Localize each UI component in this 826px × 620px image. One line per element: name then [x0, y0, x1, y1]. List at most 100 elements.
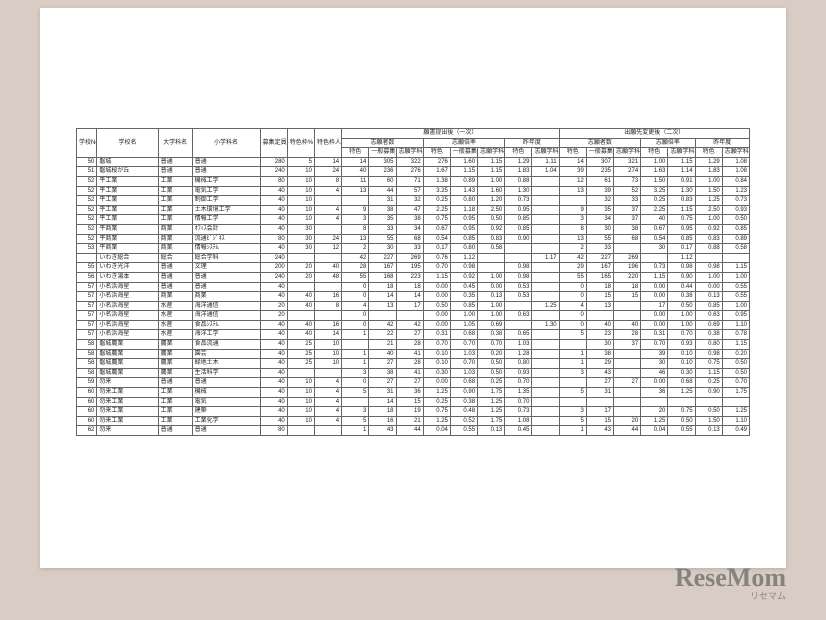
cell-pct: 5 — [287, 157, 314, 167]
cell-f1: 0.90 — [695, 388, 722, 398]
cell-d2: 15 — [586, 416, 613, 426]
cell-c1 — [505, 253, 532, 263]
cell-major: 普通 — [158, 282, 192, 292]
cell-school: 小名浜海星 — [97, 282, 158, 292]
cell-cap: 240 — [260, 272, 287, 282]
cell-no: 60 — [77, 416, 97, 426]
cell-cnt — [314, 311, 341, 321]
cell-b1: 1.67 — [423, 167, 450, 177]
cell-cap: 40 — [260, 320, 287, 330]
cell-no: 52 — [77, 186, 97, 196]
cell-e2: 1.15 — [668, 205, 695, 215]
cell-b3: 0.00 — [478, 282, 505, 292]
table-row: 52平工業工業電気工学401041344573.251.431.601.3013… — [77, 186, 750, 196]
cell-c1: 0.95 — [505, 205, 532, 215]
cell-pct: 10 — [287, 196, 314, 206]
cell-b2: 0.85 — [450, 234, 477, 244]
cell-b3 — [478, 253, 505, 263]
cell-c2 — [532, 186, 559, 196]
cell-d2: 165 — [586, 272, 613, 282]
cell-e1: 0.54 — [641, 234, 668, 244]
cell-a3: 28 — [396, 340, 423, 350]
cell-f2: 1.23 — [722, 186, 749, 196]
cell-major: 総合 — [158, 253, 192, 263]
cell-no: 55 — [77, 263, 97, 273]
cell-e1 — [641, 397, 668, 407]
cell-b1: 0.04 — [423, 426, 450, 436]
cell-a2: 236 — [369, 167, 396, 177]
cell-d2: 38 — [586, 349, 613, 359]
cell-e1: 0.00 — [641, 292, 668, 302]
cell-no: 57 — [77, 282, 97, 292]
cell-e2: 0.50 — [668, 301, 695, 311]
cell-d3: 15 — [614, 292, 641, 302]
cell-a3: 57 — [396, 186, 423, 196]
cell-c1: 0.65 — [505, 330, 532, 340]
cell-f1: 1.00 — [695, 215, 722, 225]
cell-major: 普通 — [158, 272, 192, 282]
cell-d1: 42 — [559, 253, 586, 263]
hdr-applicants1: 志願者数 — [342, 138, 424, 148]
cell-cap: 40 — [260, 349, 287, 359]
cell-no: 53 — [77, 244, 97, 254]
hdr-school-name: 学校名 — [97, 129, 158, 158]
cell-major: 工業 — [158, 388, 192, 398]
cell-sub: 電気工学 — [192, 186, 260, 196]
cell-no: 52 — [77, 196, 97, 206]
cell-b3: 0.13 — [478, 292, 505, 302]
cell-e2: 0.50 — [668, 416, 695, 426]
cell-d2: 35 — [586, 205, 613, 215]
cell-cap: 20 — [260, 301, 287, 311]
cell-c1: 0.98 — [505, 263, 532, 273]
cell-b1: 0.00 — [423, 292, 450, 302]
cell-c2 — [532, 388, 559, 398]
cell-major: 工業 — [158, 176, 192, 186]
cell-a3: 34 — [396, 224, 423, 234]
cell-b1: 1.25 — [423, 416, 450, 426]
cell-b3: 1.15 — [478, 167, 505, 177]
table-row: 60勿来工業工業建築40104318190.750.481.250.733172… — [77, 407, 750, 417]
cell-d3: 321 — [614, 157, 641, 167]
cell-a3: 27 — [396, 330, 423, 340]
cell-c2 — [532, 292, 559, 302]
cell-e1: 1.15 — [641, 272, 668, 282]
cell-d3 — [614, 349, 641, 359]
cell-major: 商業 — [158, 292, 192, 302]
cell-c1: 0.98 — [505, 272, 532, 282]
cell-d1: 5 — [559, 330, 586, 340]
cell-e1: 0.00 — [641, 378, 668, 388]
cell-cap: 40 — [260, 397, 287, 407]
cell-cnt — [314, 282, 341, 292]
cell-a3: 42 — [396, 320, 423, 330]
cell-no: 52 — [77, 224, 97, 234]
cell-no: 57 — [77, 292, 97, 302]
cell-d3 — [614, 388, 641, 398]
cell-d3: 37 — [614, 340, 641, 350]
table-row: 57小名浜海星水産食品ｼｽﾃﾑ404016042420.001.050.691.… — [77, 320, 750, 330]
cell-d3: 37 — [614, 205, 641, 215]
cell-e2: 0.38 — [668, 292, 695, 302]
cell-f2: 1.08 — [722, 167, 749, 177]
cell-cap: 40 — [260, 407, 287, 417]
cell-b1: 276 — [423, 157, 450, 167]
cell-a2: 60 — [369, 176, 396, 186]
cell-e2: 1.14 — [668, 167, 695, 177]
cell-a1: 13 — [342, 234, 369, 244]
watermark: ReseMom リセマム — [675, 563, 786, 602]
cell-major: 工業 — [158, 196, 192, 206]
cell-d2: 30 — [586, 340, 613, 350]
cell-d3: 274 — [614, 167, 641, 177]
hdr-sub-col: 志願学科人数 — [532, 148, 559, 158]
cell-cap: 40 — [260, 388, 287, 398]
cell-d1: 13 — [559, 186, 586, 196]
cell-a1 — [342, 196, 369, 206]
cell-school: 勿来工業 — [97, 388, 158, 398]
cell-a3: 41 — [396, 368, 423, 378]
cell-f1: 1.50 — [695, 186, 722, 196]
cell-b1: 0.76 — [423, 253, 450, 263]
cell-no: 57 — [77, 330, 97, 340]
cell-school: 平商業 — [97, 234, 158, 244]
cell-sub: 工業化学 — [192, 416, 260, 426]
cell-f1: 2.50 — [695, 205, 722, 215]
cell-d2: 29 — [586, 359, 613, 369]
